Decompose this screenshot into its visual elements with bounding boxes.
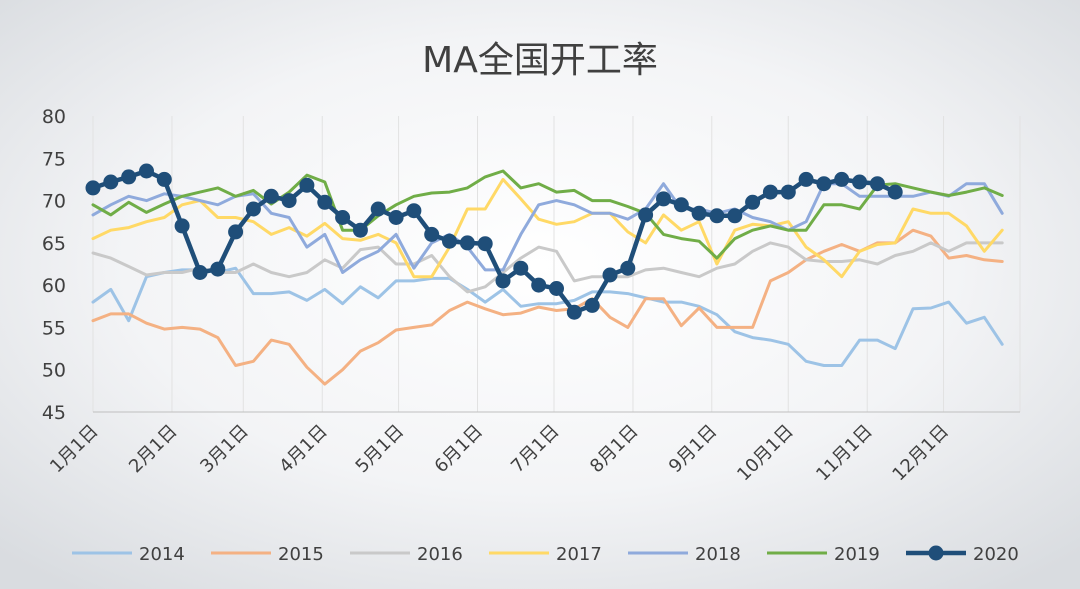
data-point-2020 [317, 194, 333, 210]
legend-label: 2020 [973, 544, 1019, 565]
data-point-2020 [495, 273, 511, 289]
legend-item-2017: 2017 [489, 544, 602, 565]
series-line-2015 [91, 228, 1004, 386]
series-line-2018 [91, 182, 1004, 274]
data-point-2020 [620, 260, 636, 276]
legend-item-2020: 2020 [906, 544, 1019, 565]
data-point-2020 [816, 176, 832, 192]
data-point-2020 [370, 201, 386, 217]
legend-label: 2015 [278, 544, 324, 565]
series-2019 [91, 169, 1004, 260]
legend-label: 2014 [139, 544, 185, 565]
y-tick-label: 45 [42, 402, 66, 424]
data-point-2020 [406, 203, 422, 219]
data-point-2020 [656, 191, 671, 207]
data-point-2020 [691, 205, 707, 221]
legend-label: 2018 [695, 544, 741, 565]
legend-marker [928, 545, 944, 561]
y-tick-label: 55 [42, 317, 66, 339]
chart-title: MA全国开工率 [422, 40, 658, 81]
data-point-2020 [245, 201, 261, 217]
data-point-2020 [638, 207, 654, 223]
data-point-2020 [566, 304, 582, 320]
legend-item-2015: 2015 [211, 544, 324, 565]
data-point-2020 [834, 171, 850, 187]
data-point-2020 [335, 210, 351, 225]
data-point-2020 [139, 163, 154, 179]
y-tick-label: 50 [42, 360, 66, 382]
legend-label: 2019 [834, 544, 880, 565]
y-tick-label: 75 [42, 148, 66, 170]
data-point-2020 [388, 210, 404, 225]
data-point-2020 [228, 224, 244, 240]
series-2020 [85, 163, 903, 320]
series-2015 [91, 228, 1004, 386]
legend: 2014 2015 2016 2017 2018 2019 2020 [72, 544, 1019, 565]
y-tick-label: 65 [42, 233, 66, 255]
data-point-2020 [549, 281, 564, 296]
data-point-2020 [263, 188, 279, 204]
legend-item-2019: 2019 [767, 544, 880, 565]
data-point-2020 [852, 174, 868, 190]
series-2018 [91, 182, 1004, 274]
data-point-2020 [709, 208, 725, 224]
data-point-2020 [192, 265, 208, 280]
data-point-2020 [531, 277, 547, 293]
data-point-2020 [762, 184, 778, 200]
y-tick-label: 80 [42, 106, 66, 128]
data-point-2020 [121, 169, 137, 185]
data-point-2020 [442, 233, 457, 249]
series-line-2019 [91, 169, 1004, 260]
legend-item-2014: 2014 [72, 544, 185, 565]
data-point-2020 [727, 208, 743, 224]
y-tick-label: 70 [42, 191, 66, 213]
series-line-2020 [90, 168, 898, 315]
series-2016 [91, 241, 1004, 294]
legend-label: 2017 [556, 544, 602, 565]
data-point-2020 [673, 197, 689, 213]
data-point-2020 [174, 218, 190, 234]
series-line-2016 [91, 241, 1004, 294]
data-point-2020 [869, 176, 885, 192]
y-tick-label: 60 [42, 275, 66, 297]
data-point-2020 [798, 171, 814, 187]
data-point-2020 [887, 184, 903, 200]
data-point-2020 [477, 236, 493, 252]
series-line-2014 [91, 266, 1004, 367]
legend-item-2018: 2018 [628, 544, 741, 565]
data-point-2020 [745, 194, 761, 210]
series-lines [85, 163, 1004, 386]
data-point-2020 [156, 171, 172, 187]
data-point-2020 [352, 222, 368, 238]
legend-item-2016: 2016 [350, 544, 463, 565]
data-point-2020 [210, 261, 226, 277]
data-point-2020 [584, 297, 600, 313]
data-point-2020 [424, 226, 440, 242]
data-point-2020 [281, 193, 297, 209]
data-point-2020 [85, 180, 101, 196]
legend-label: 2016 [417, 544, 463, 565]
data-point-2020 [602, 267, 618, 283]
data-point-2020 [780, 184, 796, 200]
data-point-2020 [459, 235, 475, 251]
data-point-2020 [103, 174, 119, 190]
data-point-2020 [513, 260, 529, 276]
series-2014 [91, 266, 1004, 367]
data-point-2020 [299, 177, 315, 193]
